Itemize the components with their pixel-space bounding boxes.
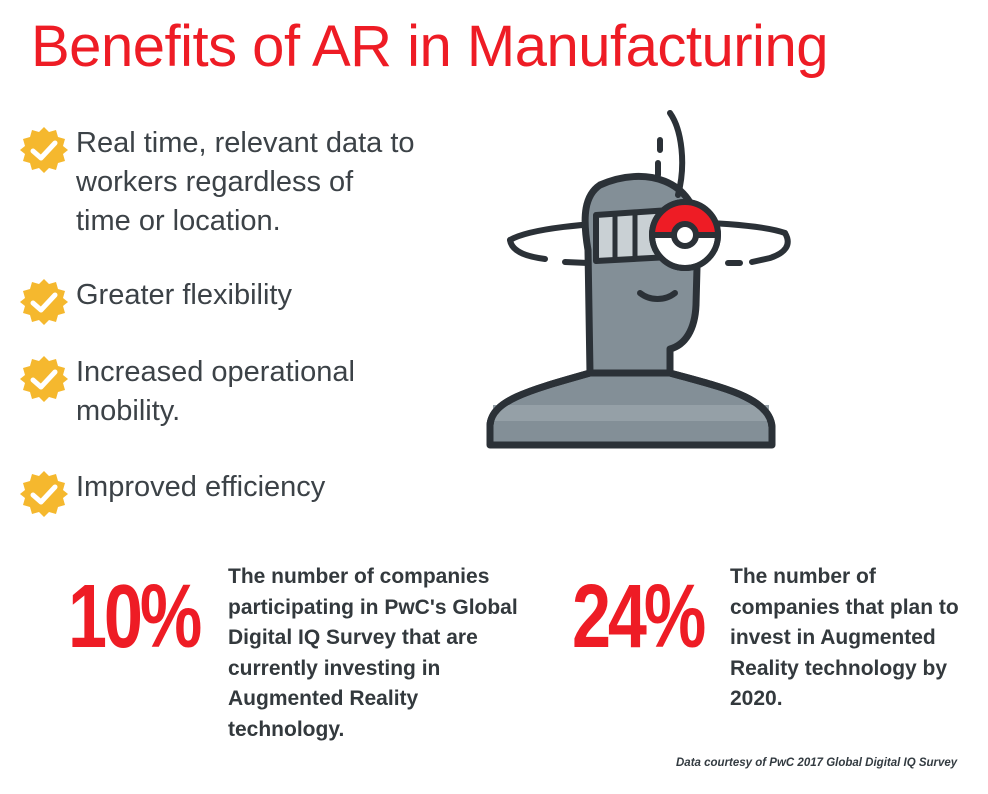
stat-block: 24% The number of companies that plan to… (572, 562, 970, 715)
check-badge-icon (18, 276, 70, 328)
ar-headset-person-icon (486, 110, 791, 449)
page-title: Benefits of AR in Manufacturing (31, 14, 828, 79)
benefit-item: Improved efficiency (18, 468, 325, 520)
check-badge-icon (18, 353, 70, 405)
stat-value: 10% (68, 567, 202, 667)
benefit-text: Greater flexibility (76, 279, 292, 311)
stat-description: The number of companies participating in… (228, 565, 518, 741)
check-badge-icon (18, 468, 70, 520)
source-credit: Data courtesy of PwC 2017 Global Digital… (676, 757, 958, 769)
benefit-text: Real time, relevant data to workers rega… (76, 127, 415, 237)
benefit-item: Real time, relevant data to workers rega… (18, 124, 416, 241)
benefit-item: Increased operational mobility. (18, 353, 406, 431)
benefit-text: Improved efficiency (76, 471, 326, 503)
benefit-text: Increased operational mobility. (76, 356, 355, 427)
stat-description: The number of companies that plan to inv… (730, 565, 959, 710)
check-badge-icon (18, 124, 70, 176)
stat-block: 10% The number of companies participatin… (68, 562, 518, 745)
stat-value: 24% (572, 567, 706, 667)
benefit-item: Greater flexibility (18, 276, 292, 328)
